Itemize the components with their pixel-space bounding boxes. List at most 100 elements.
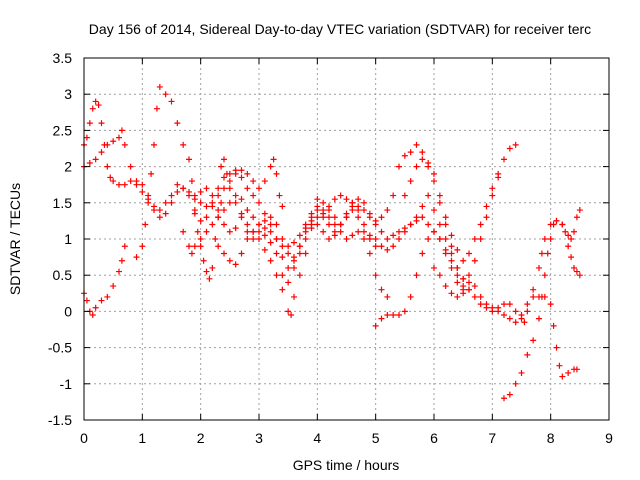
data-point [244,207,251,214]
x-axis-ticks: 0 1 2 3 4 5 6 7 8 9 [80,58,613,446]
data-point [538,293,545,300]
data-point [221,250,227,257]
data-point [553,217,560,224]
data-point [232,170,239,177]
data-marks [81,83,583,402]
data-point [197,243,204,250]
data-point [250,228,257,235]
data-point [215,243,222,250]
data-point [454,264,461,271]
data-point [378,214,385,221]
data-point [544,250,551,257]
data-point [337,192,344,199]
data-point [121,181,128,188]
data-point [270,156,277,163]
data-point [384,246,391,253]
data-point [314,196,321,203]
data-point [261,225,268,232]
data-point [568,236,575,242]
data-point [194,228,201,235]
y-tick-label: 1 [64,231,72,247]
data-point [512,319,519,326]
data-point [501,312,507,319]
data-point [186,156,192,163]
data-point [191,196,198,203]
data-point [442,236,449,242]
data-point [116,268,122,275]
data-point [118,127,125,134]
data-point [197,236,204,242]
data-point [553,344,560,351]
data-point [454,246,461,253]
data-point [466,286,472,293]
data-point [448,264,455,271]
data-point [495,174,502,181]
data-point [238,167,245,174]
data-point [407,178,414,185]
data-point [501,301,507,308]
data-point [571,264,577,271]
data-point [372,272,379,279]
y-tick-label: 3.5 [53,50,73,66]
data-point [489,192,496,199]
data-point [390,243,397,250]
data-point [244,221,251,228]
data-point [291,239,297,246]
data-point [501,395,507,402]
data-point [331,196,338,203]
data-point [337,221,344,228]
data-point [518,369,525,376]
data-point [431,207,437,214]
data-point [238,196,245,203]
data-point [477,301,484,308]
data-point [273,170,280,177]
data-point [576,272,583,279]
data-point [337,228,344,235]
data-point [221,174,227,181]
data-point [244,185,251,192]
data-point [378,243,385,250]
data-point [366,250,373,257]
data-point [180,141,187,148]
data-point [536,315,542,322]
data-point [296,272,303,279]
data-point [361,236,367,242]
data-point [431,228,437,235]
data-point [168,192,175,199]
data-point [133,254,140,261]
data-point [156,83,163,90]
x-tick-label: 2 [197,430,205,446]
data-point [285,308,292,315]
data-point [215,207,222,214]
data-point [559,373,566,380]
data-point [355,228,362,235]
data-point [83,134,90,141]
data-point [121,243,128,250]
data-point [471,257,478,264]
data-point [203,203,210,210]
y-tick-label: 0 [64,303,72,319]
data-point [355,203,362,210]
data-point [407,221,414,228]
data-point [390,232,397,239]
data-point [308,217,315,224]
data-point [436,221,443,228]
data-point [250,236,257,242]
data-point [454,293,461,300]
data-point [448,257,455,264]
data-point [288,312,295,319]
data-point [279,236,286,242]
series-sat-c [81,243,128,319]
data-point [477,293,484,300]
data-point [390,192,397,199]
data-point [116,134,122,141]
data-point [536,264,542,271]
data-point [200,257,207,264]
data-point [221,156,227,163]
data-point [142,221,149,228]
data-point [425,159,432,166]
data-point [203,185,210,192]
data-point [261,178,268,185]
data-point [285,279,292,286]
